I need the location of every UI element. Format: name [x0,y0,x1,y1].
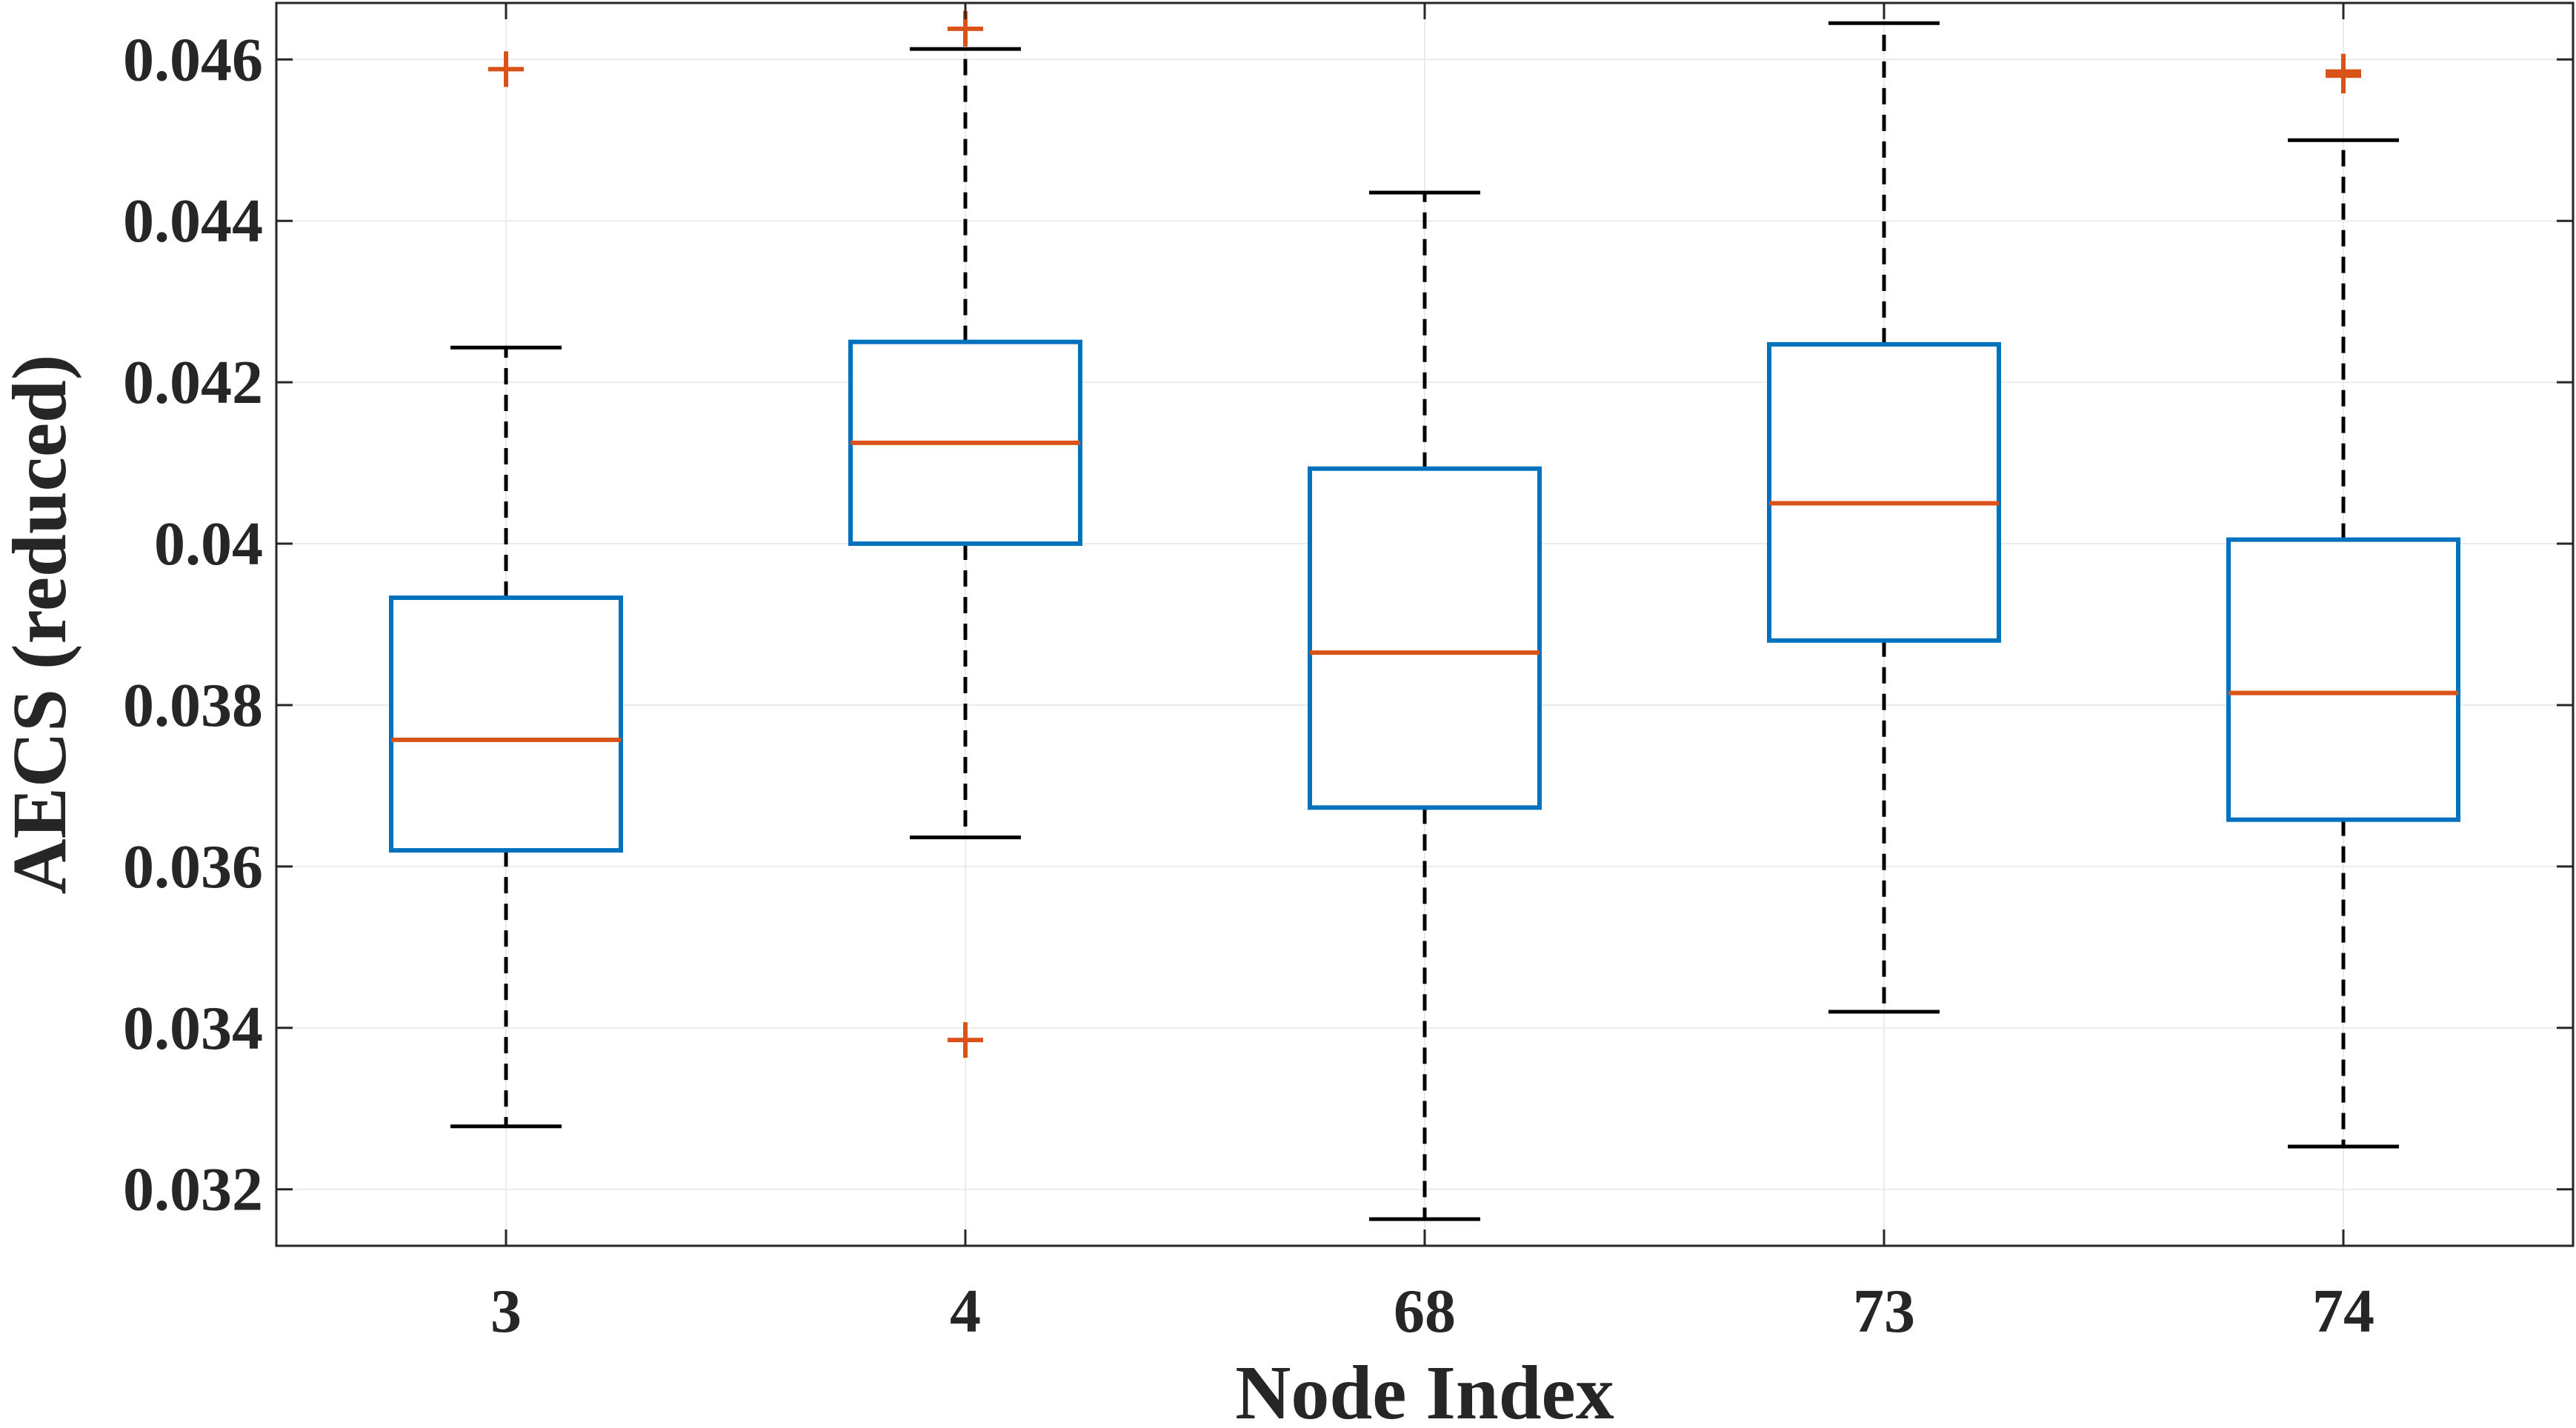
x-tick-label: 4 [950,1277,981,1346]
x-tick-label: 3 [490,1277,522,1346]
y-tick-label: 0.032 [123,1155,263,1224]
y-tick-label: 0.034 [123,994,263,1063]
x-tick-label: 68 [1394,1277,1456,1346]
y-tick-label: 0.042 [123,348,263,417]
box-group-4 [848,10,1082,1058]
iqr-box [1308,466,1542,810]
y-tick-label: 0.036 [123,833,263,901]
y-tick-label: 0.04 [154,510,263,578]
box-group-3 [389,51,623,1129]
tick-layer: 0.032 0.034 0.036 0.038 0.04 0.042 0.044 0.046 3… [123,3,2573,1346]
box-layer [389,10,2460,1221]
y-tick-label: 0.044 [123,187,263,256]
y-tick-label: 0.038 [123,671,263,740]
x-tick-label: 73 [1853,1277,1915,1346]
box-group-68 [1308,190,1542,1221]
y-axis-label: AECS (reduced) [0,355,82,895]
x-axis-label: Node Index [1235,1350,1614,1428]
box-group-74 [2226,53,2460,1149]
y-tick-label: 0.046 [123,25,263,94]
x-tick-label: 74 [2312,1277,2374,1346]
iqr-box [1767,341,2001,643]
iqr-box [389,595,623,853]
box-group-73 [1767,21,2001,1014]
iqr-box [2226,537,2460,822]
